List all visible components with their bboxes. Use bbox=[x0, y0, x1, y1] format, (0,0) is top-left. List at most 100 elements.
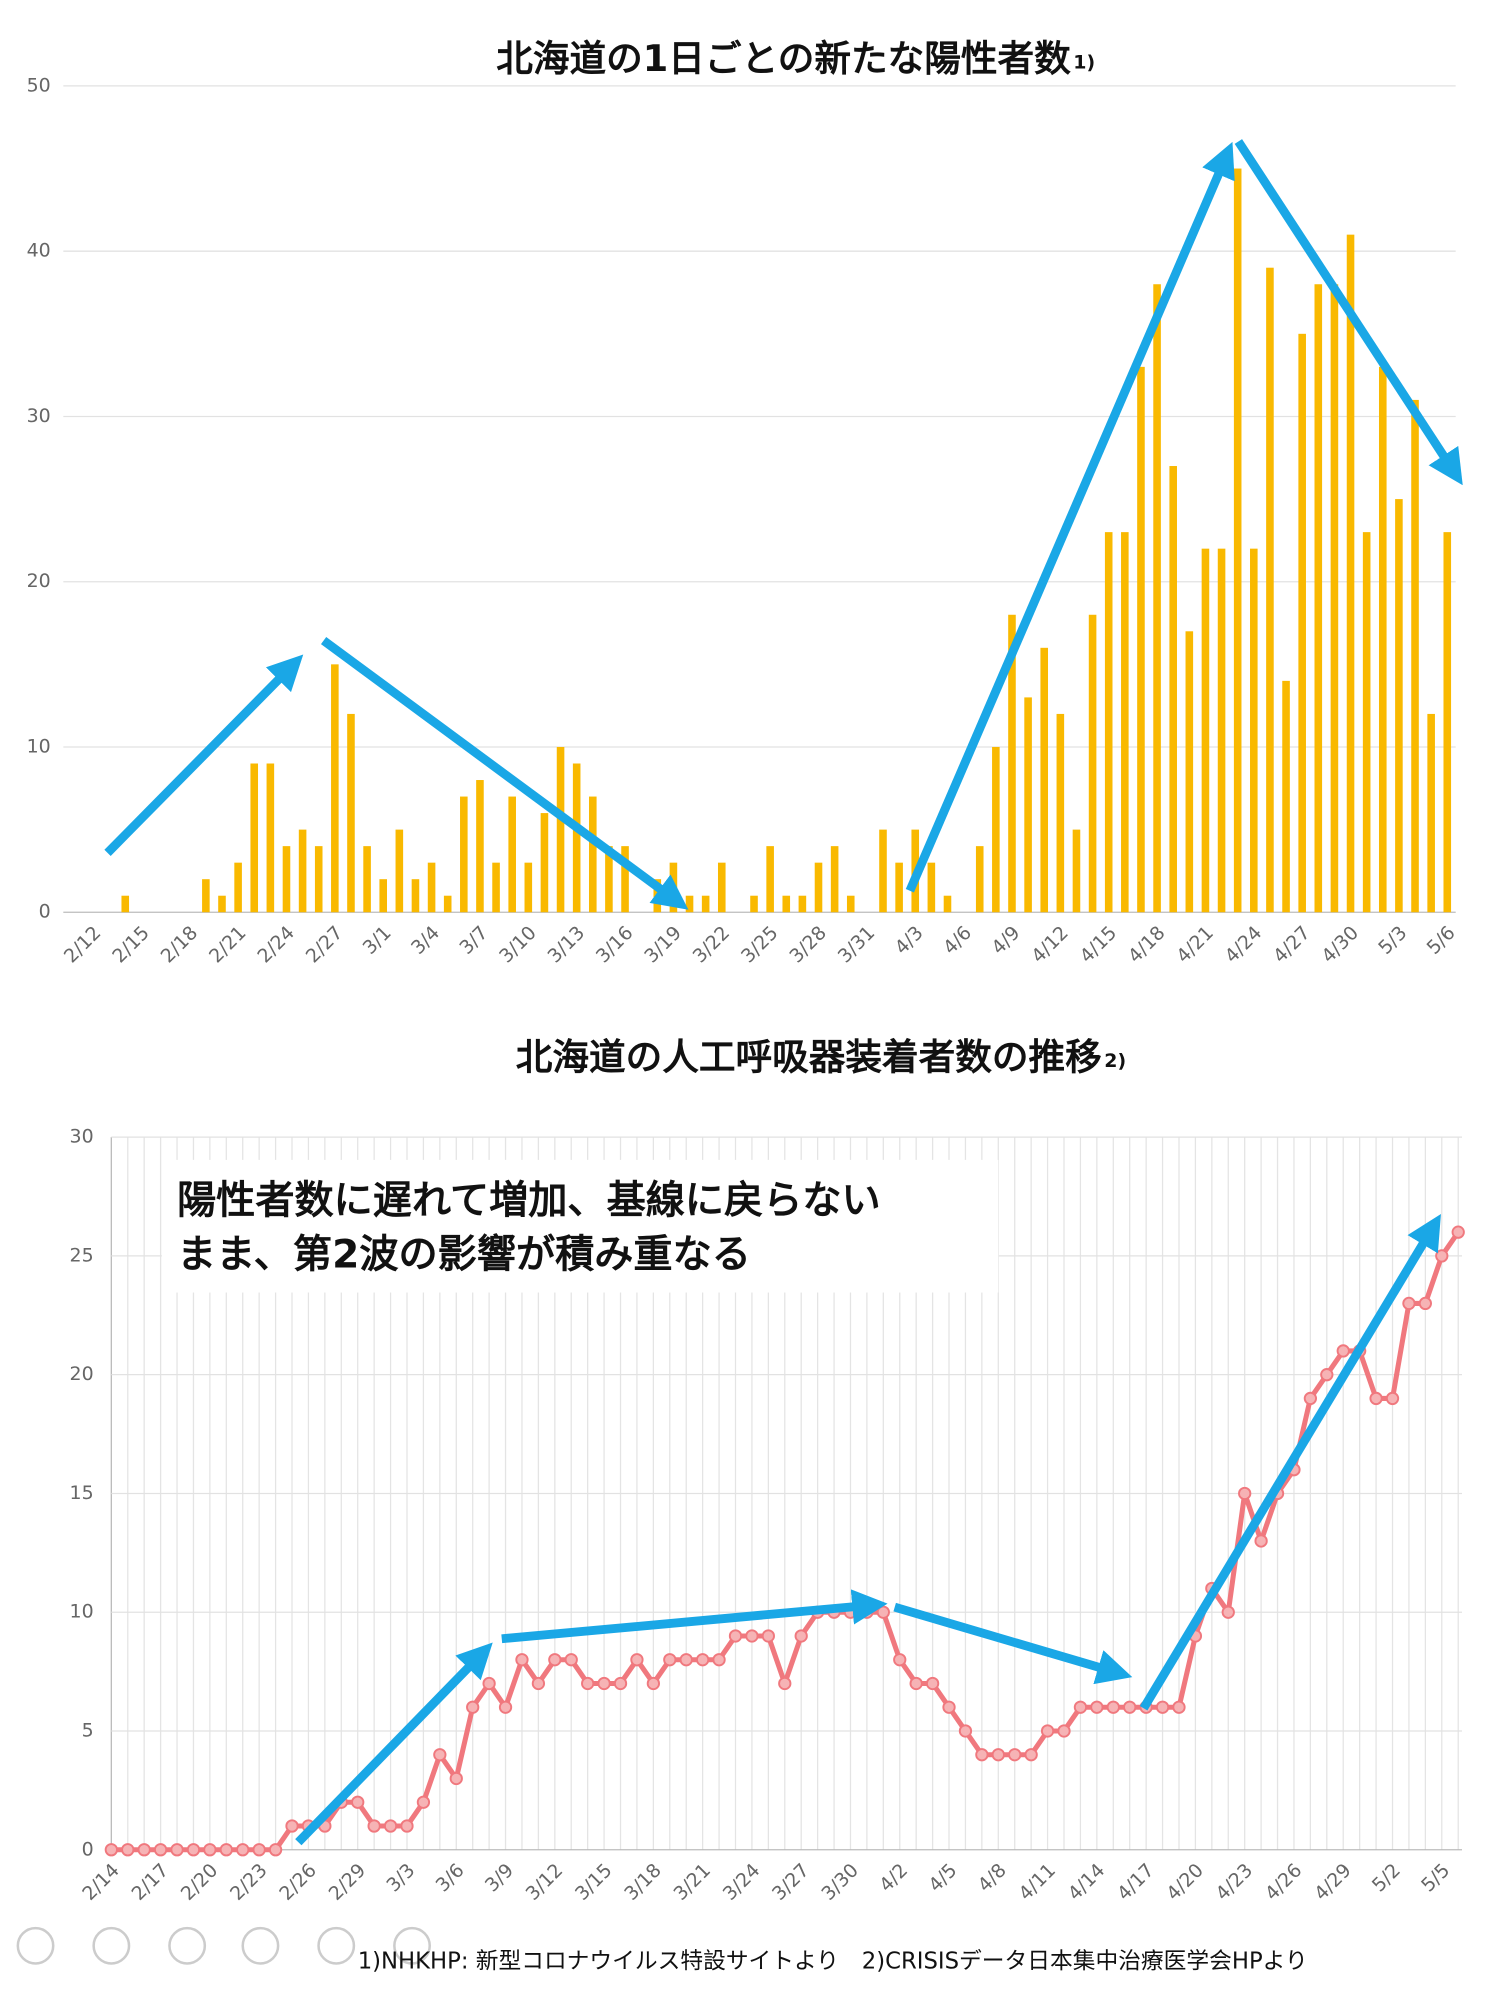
y-tick-label: 25 bbox=[70, 1244, 94, 1266]
bar bbox=[524, 862, 533, 913]
point bbox=[498, 1700, 513, 1714]
point bbox=[400, 1819, 414, 1833]
y-tick-label: 0 bbox=[39, 901, 51, 923]
bar bbox=[363, 846, 371, 913]
bar bbox=[589, 796, 597, 913]
point bbox=[367, 1819, 381, 1833]
point bbox=[482, 1676, 496, 1691]
toolbar-icon[interactable] bbox=[317, 1926, 356, 1965]
bar bbox=[1201, 548, 1210, 913]
point bbox=[219, 1843, 233, 1857]
title-note: 1) bbox=[1073, 52, 1095, 74]
point bbox=[1008, 1748, 1022, 1762]
bar bbox=[427, 862, 436, 913]
arrow bbox=[104, 654, 304, 856]
bar bbox=[1072, 829, 1081, 913]
point bbox=[975, 1748, 989, 1762]
toolbar-icon[interactable] bbox=[241, 1926, 280, 1965]
point bbox=[1090, 1700, 1104, 1714]
point bbox=[597, 1676, 611, 1691]
bar bbox=[282, 846, 291, 913]
point bbox=[778, 1676, 792, 1691]
bar bbox=[298, 829, 307, 913]
bar bbox=[395, 829, 404, 913]
bar bbox=[1137, 366, 1145, 913]
bar bbox=[701, 895, 710, 913]
y-tick-label: 20 bbox=[70, 1363, 94, 1385]
toolbar-icon[interactable] bbox=[92, 1926, 131, 1965]
bar bbox=[1008, 614, 1016, 913]
bar bbox=[476, 780, 484, 913]
point bbox=[548, 1653, 562, 1667]
point bbox=[679, 1653, 693, 1667]
point bbox=[515, 1653, 529, 1667]
point bbox=[466, 1700, 480, 1714]
bar bbox=[750, 895, 758, 913]
bar bbox=[1362, 532, 1371, 913]
bar bbox=[460, 796, 468, 913]
annotation-box bbox=[161, 1159, 999, 1293]
y-tick-label: 10 bbox=[27, 735, 51, 757]
arrow bbox=[905, 141, 1235, 893]
arrow bbox=[1139, 1213, 1441, 1711]
point bbox=[236, 1843, 250, 1857]
bar bbox=[250, 763, 259, 913]
bar bbox=[992, 746, 1000, 913]
bar bbox=[1378, 366, 1387, 913]
point bbox=[1451, 1225, 1465, 1239]
bar bbox=[975, 846, 984, 913]
bar bbox=[1443, 532, 1452, 913]
point bbox=[1106, 1700, 1120, 1714]
bar bbox=[556, 746, 565, 913]
point bbox=[958, 1724, 973, 1738]
bar bbox=[927, 862, 936, 913]
bar bbox=[1104, 532, 1113, 913]
bar bbox=[1395, 499, 1403, 913]
bar bbox=[492, 862, 500, 913]
point bbox=[121, 1843, 135, 1857]
point bbox=[153, 1843, 168, 1857]
point bbox=[663, 1653, 677, 1667]
toolbar-icon[interactable] bbox=[168, 1926, 207, 1965]
annotation: まま、第2波の影響が積み重なる bbox=[177, 1233, 751, 1278]
point bbox=[942, 1700, 956, 1714]
point bbox=[186, 1843, 201, 1857]
point bbox=[1385, 1391, 1400, 1406]
point bbox=[1254, 1534, 1268, 1548]
bar bbox=[879, 829, 887, 913]
point bbox=[1024, 1748, 1038, 1762]
bar bbox=[895, 862, 903, 913]
bar bbox=[1346, 234, 1355, 913]
annotation: 陽性者数に遅れて増加、基線に戻らない bbox=[177, 1178, 881, 1223]
point bbox=[761, 1629, 775, 1643]
y-tick-label: 15 bbox=[70, 1482, 94, 1504]
toolbar bbox=[16, 1926, 431, 1965]
point bbox=[1172, 1700, 1186, 1714]
bar bbox=[1153, 284, 1161, 913]
bar bbox=[1282, 680, 1290, 913]
point bbox=[137, 1843, 151, 1857]
y-tick-label: 30 bbox=[27, 405, 51, 427]
point bbox=[1435, 1249, 1449, 1263]
bar bbox=[1411, 399, 1419, 913]
point bbox=[794, 1629, 808, 1643]
point bbox=[925, 1676, 940, 1691]
point bbox=[1369, 1391, 1383, 1406]
point bbox=[728, 1629, 743, 1643]
point bbox=[416, 1795, 431, 1809]
bar bbox=[605, 846, 613, 913]
y-tick-label: 50 bbox=[27, 74, 51, 96]
arrows bbox=[104, 139, 1463, 1846]
toolbar-icon[interactable] bbox=[16, 1926, 55, 1965]
point bbox=[1402, 1296, 1416, 1311]
point bbox=[876, 1605, 890, 1619]
point bbox=[1155, 1700, 1170, 1714]
point bbox=[285, 1819, 299, 1833]
bar bbox=[943, 895, 952, 913]
bar bbox=[846, 895, 855, 913]
point bbox=[1238, 1486, 1252, 1501]
bar bbox=[121, 895, 130, 913]
toolbar-icon[interactable] bbox=[393, 1926, 431, 1965]
bar bbox=[1088, 614, 1097, 913]
